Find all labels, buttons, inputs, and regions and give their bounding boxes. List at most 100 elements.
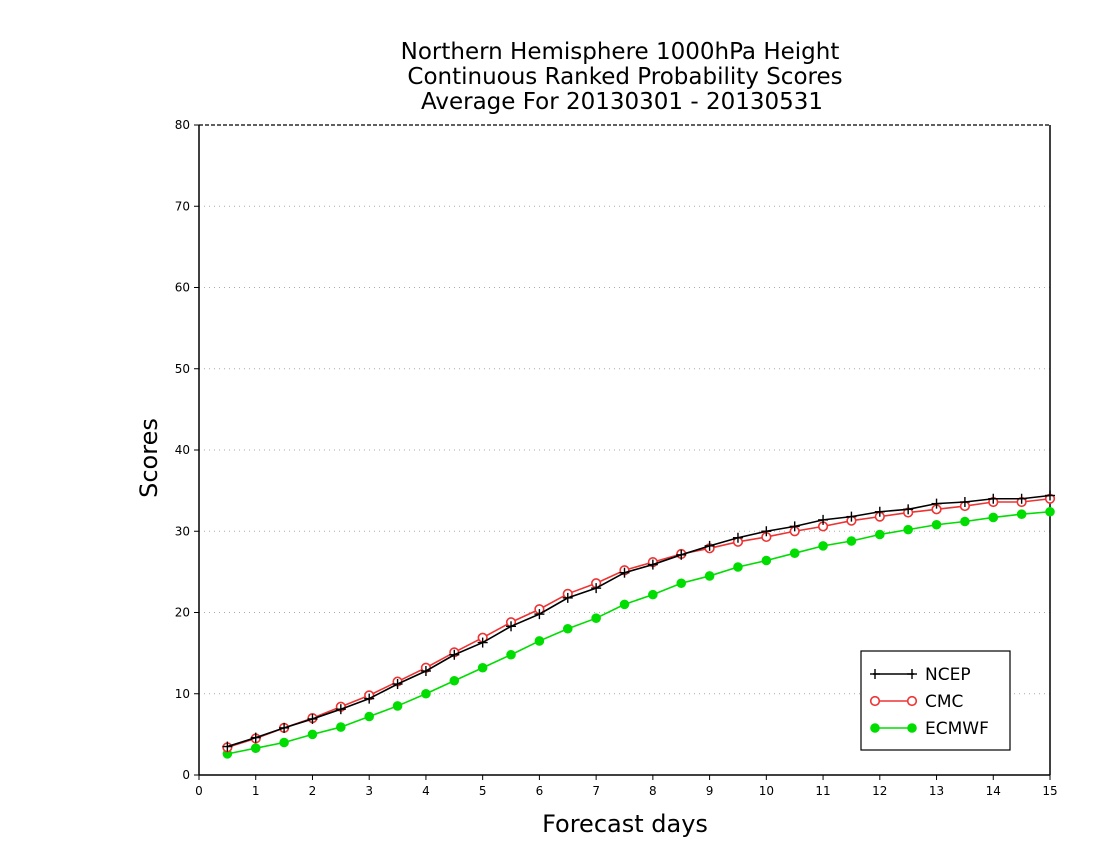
data-point-ecmwf <box>392 701 403 711</box>
x-tick-label: 12 <box>872 784 887 798</box>
title-line-3: Average For 20130301 - 20130531 <box>421 89 823 115</box>
data-point-ncep <box>392 679 403 689</box>
data-point-ncep <box>477 637 488 648</box>
gridlines <box>199 205 1050 695</box>
x-tick-label: 8 <box>649 784 657 798</box>
data-point-ecmwf <box>336 722 346 732</box>
x-tick-label: 14 <box>986 784 1001 798</box>
data-point-ecmwf <box>931 519 942 530</box>
data-point-ncep <box>591 583 602 594</box>
legend-item-ncep: NCEP <box>870 665 971 685</box>
data-point-ecmwf <box>960 516 970 527</box>
data-point-ecmwf <box>534 636 545 646</box>
data-point-ecmwf <box>761 555 772 566</box>
data-point-ncep <box>931 498 942 509</box>
data-point-ecmwf <box>789 548 800 558</box>
data-point-ncep <box>761 526 772 537</box>
x-tick-label: 9 <box>706 784 714 798</box>
data-point-ncep <box>250 732 261 743</box>
y-tick-label: 10 <box>175 687 190 701</box>
legend-marker-end <box>906 695 918 707</box>
legend-label-ecmwf: ECMWF <box>925 719 989 739</box>
x-tick-label: 1 <box>252 784 260 798</box>
data-point-ecmwf <box>875 529 885 540</box>
data-point-ncep <box>619 567 630 578</box>
y-tick-label: 0 <box>182 768 190 782</box>
x-tick-label: 3 <box>365 784 373 798</box>
data-point-ecmwf <box>619 599 630 610</box>
title-line-1: Northern Hemisphere 1000hPa Height <box>401 39 840 65</box>
data-point-ecmwf <box>279 737 289 748</box>
data-point-ncep <box>988 493 999 504</box>
data-point-ncep <box>846 511 857 522</box>
data-point-ncep <box>307 713 318 724</box>
x-tick-label: 10 <box>759 784 774 798</box>
legend-marker-end <box>907 669 917 679</box>
x-tick-label: 0 <box>195 784 203 798</box>
data-point-ncep <box>562 592 573 603</box>
data-point-ncep <box>704 540 715 551</box>
data-point-ecmwf <box>903 524 913 535</box>
data-point-ecmwf <box>421 688 431 699</box>
legend-item-ecmwf: ECMWF <box>870 719 989 739</box>
legend-marker-start <box>870 669 880 679</box>
legend-marker-end <box>907 723 917 733</box>
chart-title: Northern Hemisphere 1000hPa Height Conti… <box>401 39 843 115</box>
data-point-ncep <box>1016 493 1027 504</box>
data-point-ncep <box>222 741 233 752</box>
data-point-ecmwf <box>1045 506 1055 517</box>
data-point-ecmwf <box>477 662 488 673</box>
data-point-ncep <box>789 521 800 532</box>
x-axis-title: Forecast days <box>542 810 708 838</box>
data-point-ecmwf <box>307 729 318 740</box>
data-point-ecmwf <box>562 623 573 634</box>
y-tick-label: 40 <box>175 443 190 457</box>
x-tick-label: 7 <box>592 784 600 798</box>
series-ecmwf <box>222 506 1055 759</box>
data-point-ncep <box>818 514 829 525</box>
data-point-ecmwf <box>364 711 375 722</box>
data-point-ecmwf <box>988 512 999 523</box>
x-tick-label: 6 <box>536 784 544 798</box>
data-point-ncep <box>279 722 290 733</box>
x-tick-label: 15 <box>1042 784 1057 798</box>
data-point-ncep <box>506 621 517 632</box>
x-tick-label: 11 <box>815 784 830 798</box>
legend-marker-start <box>870 723 880 733</box>
data-point-ecmwf <box>733 562 743 572</box>
legend: NCEP CMC ECMWF <box>860 650 1011 751</box>
y-tick-label: 50 <box>175 362 190 376</box>
data-point-ecmwf <box>676 578 687 589</box>
data-point-ecmwf <box>648 589 658 600</box>
legend-marker-start <box>869 695 881 707</box>
data-point-ncep <box>676 549 687 560</box>
y-tick-label: 30 <box>175 524 190 538</box>
title-line-2: Continuous Ranked Probability Scores <box>407 64 842 90</box>
series-ncep <box>222 490 1055 752</box>
data-point-ecmwf <box>250 743 261 753</box>
data-point-ecmwf <box>704 571 715 581</box>
data-point-ncep <box>534 609 545 620</box>
x-tick-label: 2 <box>309 784 317 798</box>
y-tick-label: 20 <box>175 606 190 620</box>
data-point-ecmwf <box>506 649 516 660</box>
data-point-ncep <box>420 666 431 676</box>
data-point-ecmwf <box>846 536 857 546</box>
data-point-ncep <box>647 559 658 570</box>
y-tick-label: 60 <box>175 281 190 295</box>
data-point-ecmwf <box>591 613 601 623</box>
y-axis-title: Scores <box>135 418 163 498</box>
data-point-ncep <box>335 704 346 715</box>
data-point-ncep <box>874 506 885 517</box>
data-point-ecmwf <box>1016 509 1027 519</box>
data-point-ncep <box>1045 490 1055 501</box>
data-point-ncep <box>959 497 970 507</box>
x-tick-label: 4 <box>422 784 430 798</box>
data-point-ncep <box>903 504 914 515</box>
data-point-ecmwf <box>818 541 828 551</box>
x-tick-label: 5 <box>479 784 487 798</box>
legend-label-cmc: CMC <box>925 692 963 712</box>
y-tick-label: 80 <box>175 118 190 132</box>
